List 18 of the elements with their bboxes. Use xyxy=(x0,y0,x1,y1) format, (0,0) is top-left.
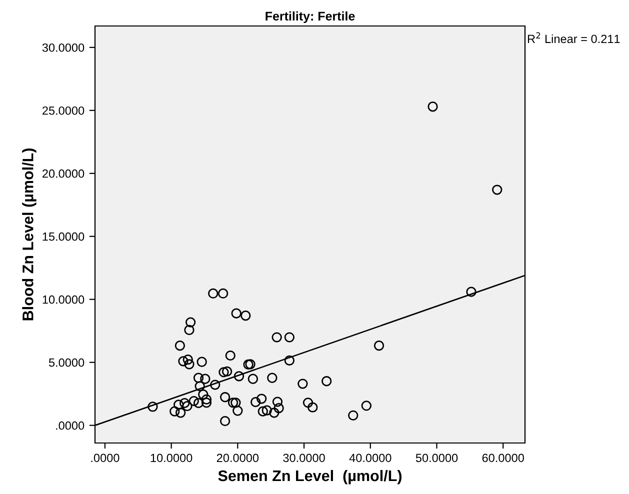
chart-title: Fertility: Fertile xyxy=(266,11,355,24)
y-tick-label: 15.0000 xyxy=(42,232,84,241)
x-axis-title: Semen Zn Level (µmol/L) xyxy=(218,470,402,484)
x-tick-label: 50.0000 xyxy=(416,454,458,462)
y-tick-label: 30.0000 xyxy=(42,43,84,52)
x-tick-label: 10.0000 xyxy=(150,454,192,462)
x-tick-label: 20.0000 xyxy=(216,454,259,462)
text: R$^{2}$ Linear = 0.211 xyxy=(528,32,620,44)
y-tick-label: 20.0000 xyxy=(42,169,84,178)
x-tick-label: .0000 xyxy=(91,454,120,462)
y-tick-label: .0000 xyxy=(56,421,84,430)
y-tick-label: 10.0000 xyxy=(42,295,84,304)
y-tick-label: 25.0000 xyxy=(42,106,84,115)
x-tick-label: 30.0000 xyxy=(283,454,325,462)
y-axis-title: Blood Zn Level (µmol/L) xyxy=(22,148,36,320)
x-tick-label: 60.0000 xyxy=(482,454,524,462)
x-tick-label: 40.0000 xyxy=(349,454,392,462)
y-tick-label: 5.0000 xyxy=(48,358,84,367)
